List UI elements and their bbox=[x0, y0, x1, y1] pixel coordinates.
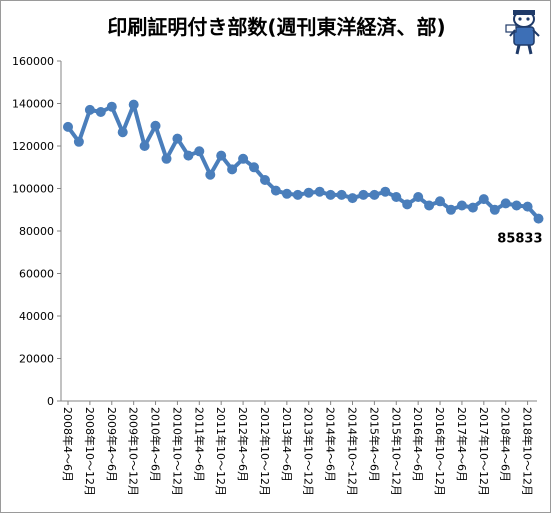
data-point bbox=[336, 189, 347, 200]
x-tick-label: 2010年4～6月 bbox=[149, 407, 163, 482]
y-tick-label: 140000 bbox=[12, 98, 54, 111]
x-tick-label: 2018年4～6月 bbox=[499, 407, 513, 482]
y-tick-label: 120000 bbox=[12, 140, 54, 153]
x-axis: 2008年4～6月 2008年10～12月 2009年4～6月 2009年10～12月… bbox=[61, 400, 537, 496]
data-point bbox=[369, 189, 380, 200]
data-point bbox=[467, 202, 478, 213]
mascot-character-illustration bbox=[505, 10, 540, 55]
x-tick-label: 2010年10～12月 bbox=[170, 407, 184, 496]
data-point bbox=[238, 153, 249, 164]
y-axis: 0 20000 40000 60000 80000 100000 120000 140000 1… bbox=[12, 55, 62, 408]
data-point bbox=[216, 150, 227, 161]
data-point bbox=[183, 150, 194, 161]
data-point bbox=[84, 104, 95, 115]
data-point bbox=[413, 192, 424, 202]
data-point bbox=[446, 204, 456, 215]
x-tick-label: 2016年4～6月 bbox=[411, 407, 425, 482]
x-tick-label: 2012年10～12月 bbox=[258, 407, 272, 496]
data-point bbox=[380, 186, 391, 197]
x-tick-label: 2009年10～12月 bbox=[127, 407, 141, 496]
data-point bbox=[358, 189, 369, 200]
y-tick-label: 100000 bbox=[12, 183, 54, 196]
data-point bbox=[325, 189, 336, 200]
data-point bbox=[500, 198, 511, 209]
y-tick-label: 160000 bbox=[12, 55, 54, 68]
x-tick-label: 2011年4～6月 bbox=[192, 407, 206, 482]
data-point bbox=[489, 204, 500, 215]
data-point bbox=[347, 193, 358, 204]
last-value-label: 85833 bbox=[497, 232, 542, 247]
data-point bbox=[391, 192, 402, 202]
x-tick-label: 2012年4～6月 bbox=[236, 407, 250, 482]
data-point bbox=[314, 186, 325, 197]
data-point bbox=[292, 189, 303, 200]
data-point bbox=[435, 196, 445, 207]
data-point bbox=[63, 121, 73, 132]
y-tick-label: 20000 bbox=[19, 353, 54, 366]
data-point bbox=[522, 201, 533, 212]
data-point bbox=[150, 120, 161, 131]
data-point bbox=[511, 200, 522, 211]
data-point bbox=[139, 141, 150, 151]
data-point bbox=[260, 175, 270, 185]
y-tick-label: 80000 bbox=[19, 225, 54, 238]
series-line bbox=[66, 102, 540, 220]
x-tick-label: 2015年10～12月 bbox=[389, 407, 403, 496]
data-point bbox=[478, 194, 489, 205]
x-tick-label: 2008年4～6月 bbox=[61, 407, 75, 482]
data-point bbox=[402, 199, 413, 210]
x-tick-label: 2013年10～12月 bbox=[302, 407, 316, 496]
x-tick-label: 2017年4～6月 bbox=[455, 407, 469, 482]
x-tick-label: 2017年10～12月 bbox=[477, 407, 491, 496]
data-point bbox=[281, 188, 292, 199]
data-point bbox=[424, 200, 435, 211]
data-point bbox=[161, 153, 172, 164]
x-tick-label: 2009年4～6月 bbox=[105, 407, 119, 482]
data-point bbox=[117, 127, 128, 138]
data-point bbox=[205, 169, 216, 180]
x-tick-label: 2018年10～12月 bbox=[521, 407, 535, 496]
data-point bbox=[303, 187, 314, 198]
data-point bbox=[172, 133, 183, 144]
y-tick-label: 40000 bbox=[19, 310, 54, 323]
data-point bbox=[249, 162, 259, 173]
series-layer: 85833 bbox=[63, 99, 544, 247]
x-tick-label: 2013年4～6月 bbox=[280, 407, 294, 482]
data-point bbox=[456, 200, 467, 211]
data-point bbox=[270, 185, 281, 196]
data-point bbox=[106, 101, 117, 112]
data-point bbox=[128, 99, 139, 110]
x-tick-label: 2011年10～12月 bbox=[214, 407, 228, 496]
y-tick-label: 0 bbox=[47, 395, 54, 408]
data-point bbox=[73, 136, 84, 147]
x-tick-label: 2015年4～6月 bbox=[367, 407, 381, 482]
x-tick-label: 2016年10～12月 bbox=[433, 407, 447, 496]
data-point bbox=[194, 146, 205, 157]
data-point bbox=[95, 107, 106, 117]
chart-title: 印刷証明付き部数(週刊東洋経済、部) bbox=[107, 15, 446, 39]
x-tick-label: 2008年10～12月 bbox=[83, 407, 97, 496]
x-tick-label: 2014年4～6月 bbox=[324, 407, 338, 482]
x-tick-label: 2014年10～12月 bbox=[346, 407, 360, 496]
data-point bbox=[533, 213, 544, 224]
data-point bbox=[227, 164, 238, 175]
y-tick-label: 60000 bbox=[19, 268, 54, 281]
